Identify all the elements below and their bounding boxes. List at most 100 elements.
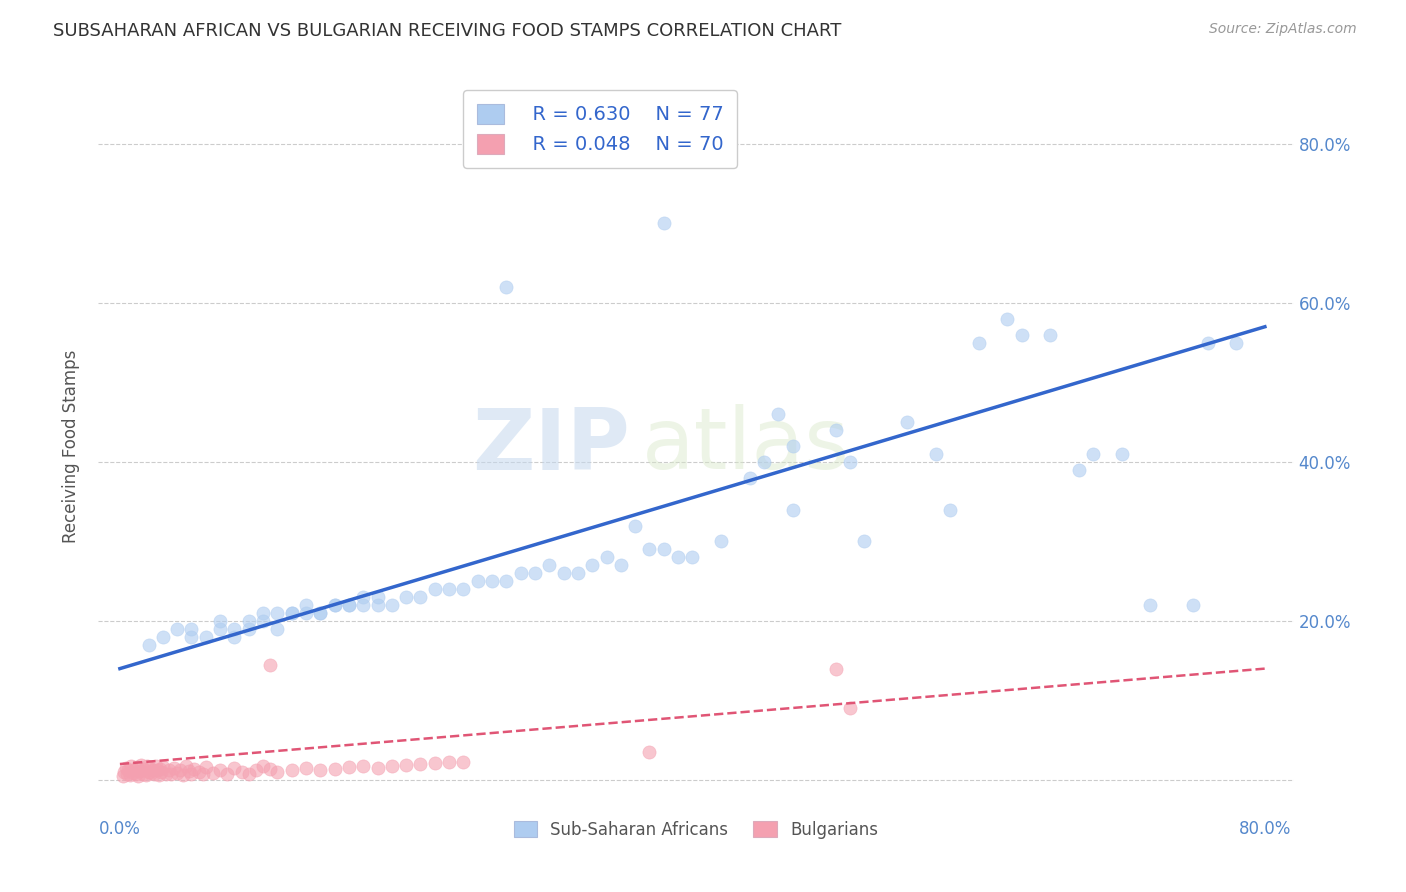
Point: [128, 769, 150, 783]
Point: [122, 763, 145, 777]
Point: [782, 439, 804, 453]
Point: [768, 407, 790, 421]
Point: [238, 614, 260, 628]
Point: [481, 574, 503, 589]
Point: [124, 767, 146, 781]
Point: [131, 757, 153, 772]
Point: [121, 765, 143, 780]
Point: [409, 757, 432, 772]
Point: [710, 534, 733, 549]
Text: atlas: atlas: [643, 404, 851, 488]
Point: [838, 455, 860, 469]
Point: [180, 622, 202, 636]
Point: [295, 598, 318, 612]
Point: [166, 622, 188, 636]
Point: [145, 758, 167, 772]
Point: [1197, 335, 1219, 350]
Point: [266, 622, 288, 636]
Point: [638, 745, 661, 759]
Point: [172, 768, 194, 782]
Point: [423, 756, 446, 771]
Text: Source: ZipAtlas.com: Source: ZipAtlas.com: [1209, 22, 1357, 37]
Point: [139, 761, 162, 775]
Point: [295, 761, 318, 775]
Point: [259, 762, 281, 776]
Point: [896, 415, 918, 429]
Point: [367, 590, 389, 604]
Point: [925, 447, 948, 461]
Point: [180, 630, 202, 644]
Point: [259, 657, 281, 672]
Point: [1225, 335, 1247, 350]
Point: [180, 766, 202, 780]
Point: [467, 574, 489, 589]
Point: [323, 598, 346, 612]
Point: [967, 335, 990, 350]
Point: [1182, 598, 1205, 612]
Point: [538, 558, 561, 573]
Point: [135, 768, 157, 782]
Point: [146, 764, 169, 778]
Point: [141, 765, 163, 780]
Point: [1067, 463, 1090, 477]
Point: [838, 701, 860, 715]
Point: [610, 558, 633, 573]
Point: [352, 598, 374, 612]
Point: [1081, 447, 1104, 461]
Point: [352, 758, 374, 772]
Point: [352, 590, 374, 604]
Point: [118, 768, 141, 782]
Point: [624, 518, 647, 533]
Point: [217, 766, 239, 780]
Point: [143, 767, 166, 781]
Point: [824, 423, 846, 437]
Point: [824, 662, 846, 676]
Point: [453, 755, 475, 769]
Point: [138, 764, 160, 779]
Point: [150, 764, 173, 779]
Point: [652, 216, 675, 230]
Point: [666, 550, 689, 565]
Point: [1011, 327, 1033, 342]
Point: [309, 606, 332, 620]
Point: [638, 542, 661, 557]
Point: [266, 764, 288, 779]
Point: [136, 759, 159, 773]
Point: [367, 761, 389, 775]
Point: [174, 759, 197, 773]
Point: [252, 758, 274, 772]
Point: [995, 311, 1018, 326]
Point: [152, 630, 174, 644]
Point: [224, 630, 246, 644]
Point: [738, 471, 761, 485]
Point: [114, 761, 136, 775]
Point: [157, 764, 180, 778]
Point: [280, 606, 302, 620]
Point: [280, 764, 302, 778]
Point: [323, 762, 346, 776]
Point: [183, 762, 205, 776]
Point: [238, 767, 260, 781]
Point: [652, 542, 675, 557]
Point: [177, 764, 200, 779]
Point: [166, 765, 188, 780]
Point: [309, 606, 332, 620]
Text: SUBSAHARAN AFRICAN VS BULGARIAN RECEIVING FOOD STAMPS CORRELATION CHART: SUBSAHARAN AFRICAN VS BULGARIAN RECEIVIN…: [53, 22, 842, 40]
Point: [381, 598, 404, 612]
Point: [132, 766, 155, 780]
Point: [581, 558, 603, 573]
Point: [853, 534, 876, 549]
Point: [224, 761, 246, 775]
Point: [309, 763, 332, 777]
Point: [117, 764, 139, 778]
Point: [209, 614, 232, 628]
Point: [224, 622, 246, 636]
Point: [323, 598, 346, 612]
Point: [453, 582, 475, 596]
Point: [160, 767, 183, 781]
Point: [152, 760, 174, 774]
Point: [423, 582, 446, 596]
Point: [437, 756, 460, 770]
Point: [138, 638, 160, 652]
Y-axis label: Receiving Food Stamps: Receiving Food Stamps: [62, 350, 80, 542]
